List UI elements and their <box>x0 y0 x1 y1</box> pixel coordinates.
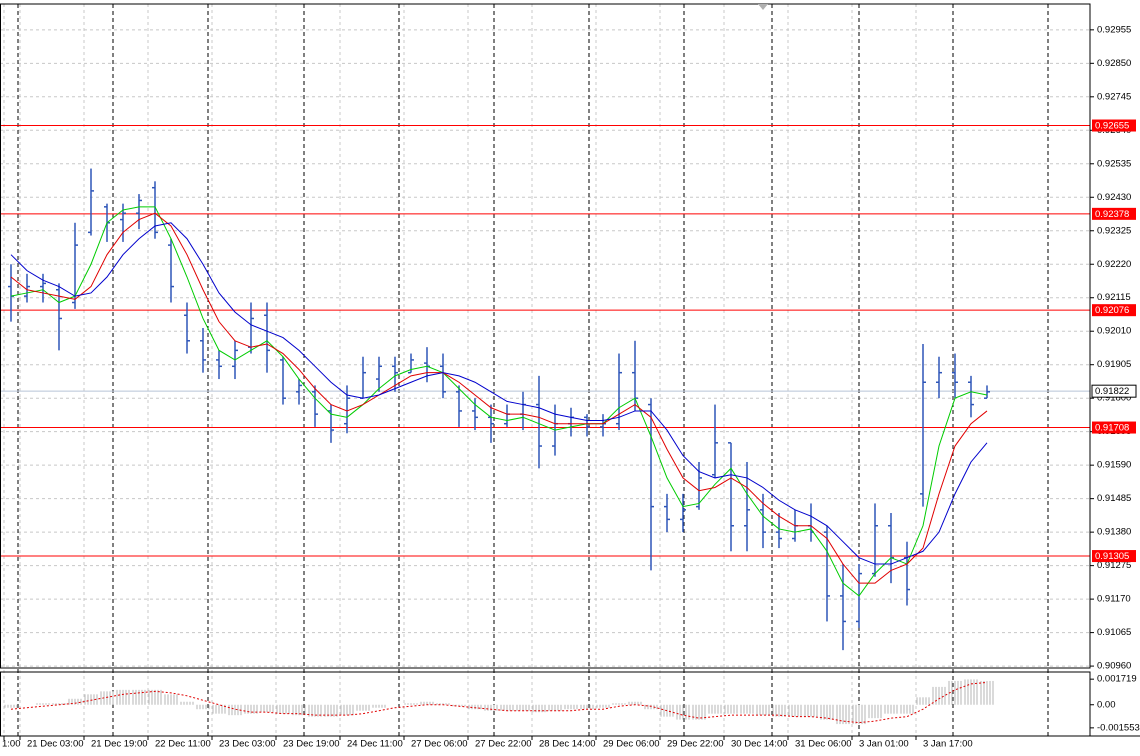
y-tick-label: 0.92535 <box>1097 158 1131 169</box>
y-tick-label: 0.91800 <box>1097 393 1131 404</box>
y-tick-label: 0.001719 <box>1097 674 1137 685</box>
signal-line <box>10 681 988 724</box>
y-tick-label: 0.92220 <box>1097 259 1131 270</box>
x-tick-label: 29 Dec 22:00 <box>667 739 724 750</box>
x-tick-label: 28 Dec 14:00 <box>539 739 596 750</box>
x-tick-label: 23 Dec 19:00 <box>283 739 340 750</box>
level-box <box>1092 119 1136 132</box>
x-tick-label: 27 Dec 06:00 <box>411 739 468 750</box>
level-box <box>1092 304 1136 317</box>
x-tick-label: 3 Jan 01:00 <box>859 739 909 750</box>
y-tick-label: 0.91590 <box>1097 460 1131 471</box>
y-tick-label: 0.92745 <box>1097 91 1131 102</box>
moving-average <box>10 206 988 597</box>
x-tick-label: 30 Dec 14:00 <box>731 739 788 750</box>
y-tick-label: 0.91380 <box>1097 527 1131 538</box>
level-box <box>1092 207 1136 220</box>
y-tick-label: 0.91275 <box>1097 560 1131 571</box>
last-price-label: 0.91822 <box>1095 386 1129 397</box>
x-tick-label: 1:00 <box>2 739 21 750</box>
x-tick-label: 21 Dec 03:00 <box>27 739 84 750</box>
y-tick-label: 0.92115 <box>1097 292 1131 303</box>
y-tick-label: 0.92850 <box>1097 58 1131 69</box>
x-tick-label: 29 Dec 06:00 <box>603 739 660 750</box>
shift-marker <box>758 4 768 10</box>
y-tick-label: 0.00 <box>1097 699 1116 710</box>
level-label: 0.92378 <box>1095 209 1129 220</box>
y-tick-label: -0.001553 <box>1097 722 1140 733</box>
x-tick-label: 21 Dec 19:00 <box>91 739 148 750</box>
level-label: 0.91708 <box>1095 423 1129 434</box>
y-tick-label: 0.91485 <box>1097 493 1131 504</box>
level-box <box>1092 550 1136 563</box>
y-tick-label: 0.90960 <box>1097 661 1131 672</box>
x-tick-label: 3 Jan 17:00 <box>923 739 973 750</box>
y-tick-label: 0.92010 <box>1097 326 1131 337</box>
last-price-box <box>1091 384 1137 398</box>
y-tick-label: 0.92430 <box>1097 192 1131 203</box>
moving-average <box>10 222 988 565</box>
y-tick-label: 0.92325 <box>1097 225 1131 236</box>
x-tick-label: 22 Dec 11:00 <box>155 739 211 750</box>
y-tick-label: 0.91170 <box>1097 594 1131 605</box>
y-tick-label: 0.91905 <box>1097 359 1131 370</box>
y-tick-label: 0.92955 <box>1097 24 1131 35</box>
y-tick-label: 0.91065 <box>1097 627 1131 638</box>
x-tick-label: 27 Dec 22:00 <box>475 739 532 750</box>
x-tick-label: 24 Dec 11:00 <box>347 739 403 750</box>
x-tick-label: 23 Dec 03:00 <box>219 739 276 750</box>
level-box <box>1092 421 1136 434</box>
moving-average <box>10 212 988 584</box>
level-label: 0.92655 <box>1095 121 1129 132</box>
level-label: 0.92076 <box>1095 305 1129 316</box>
x-tick-label: 31 Dec 06:00 <box>795 739 852 750</box>
level-label: 0.91305 <box>1095 551 1129 562</box>
panel-frame <box>0 3 1091 669</box>
